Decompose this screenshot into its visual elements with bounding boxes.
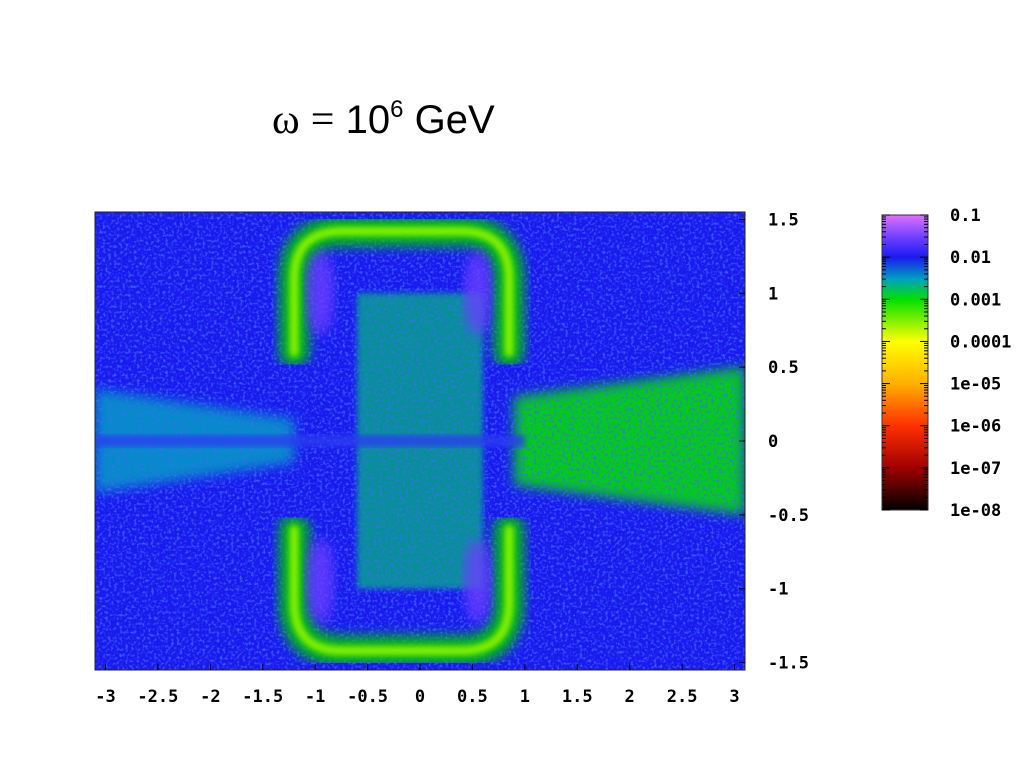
y-tick-label: 1 bbox=[768, 284, 778, 304]
upper-ring bbox=[289, 226, 514, 357]
x-tick-label: -0.5 bbox=[347, 687, 388, 707]
omega-symbol: ω bbox=[272, 97, 300, 143]
lobe-1 bbox=[463, 251, 492, 336]
colorbar-tick-label: 0.01 bbox=[950, 248, 991, 268]
colorbar-tick-label: 1e-08 bbox=[950, 501, 1001, 521]
colorbar-tick-label: 0.001 bbox=[950, 290, 1001, 310]
axis-band bbox=[95, 435, 525, 447]
x-tick-label: 1 bbox=[520, 687, 530, 707]
heatmap-area bbox=[95, 212, 745, 670]
x-tick-label: -2 bbox=[200, 687, 220, 707]
y-axis-ticks: 1.5 1 0.5 0 -0.5 -1 -1.5 bbox=[739, 210, 809, 674]
colorbar-tick-label: 1e-05 bbox=[950, 375, 1001, 395]
equals-sign: = bbox=[310, 97, 335, 143]
colorbar-ticks: 0.1 0.01 0.001 0.0001 1e-05 1e-06 1e-07 1e-08 bbox=[882, 206, 1011, 521]
x-tick-label: 0 bbox=[415, 687, 425, 707]
x-tick-label: 1.5 bbox=[562, 687, 593, 707]
title-unit: GeV bbox=[414, 98, 495, 142]
y-tick-label: -1.5 bbox=[768, 654, 809, 674]
lobe-3 bbox=[463, 539, 492, 624]
colorbar-tick-label: 1e-06 bbox=[950, 417, 1001, 437]
x-axis-ticks: -3 -2.5 -2 -1.5 -1 -0.5 0 0.5 1 1.5 2 2.5 3 bbox=[95, 664, 740, 707]
x-tick-label: -1.5 bbox=[242, 687, 283, 707]
y-tick-label: -0.5 bbox=[768, 506, 809, 526]
y-tick-label: 1.5 bbox=[768, 210, 799, 230]
y-tick-label: -1 bbox=[768, 580, 788, 600]
y-tick-label: 0.5 bbox=[768, 358, 799, 378]
lobe-0 bbox=[306, 251, 335, 336]
lobe-2 bbox=[306, 539, 335, 624]
colorbar-tick-label: 0.1 bbox=[950, 206, 981, 226]
x-tick-label: -1 bbox=[305, 687, 325, 707]
x-tick-label: 2.5 bbox=[667, 687, 698, 707]
colorbar-scale bbox=[881, 214, 929, 511]
x-tick-label: 3 bbox=[729, 687, 739, 707]
lower-ring bbox=[289, 525, 514, 656]
slide-title: ω = 106 GeV bbox=[272, 96, 495, 144]
x-tick-label: -3 bbox=[95, 687, 115, 707]
title-base: 10 bbox=[345, 98, 391, 142]
y-tick-label: 0 bbox=[768, 432, 778, 452]
x-tick-label: 2 bbox=[625, 687, 635, 707]
x-tick-label: 0.5 bbox=[457, 687, 488, 707]
colorbar-tick-label: 0.0001 bbox=[950, 332, 1011, 352]
title-exponent: 6 bbox=[390, 96, 404, 123]
x-tick-label: -2.5 bbox=[137, 687, 178, 707]
colorbar-tick-label: 1e-07 bbox=[950, 459, 1001, 479]
